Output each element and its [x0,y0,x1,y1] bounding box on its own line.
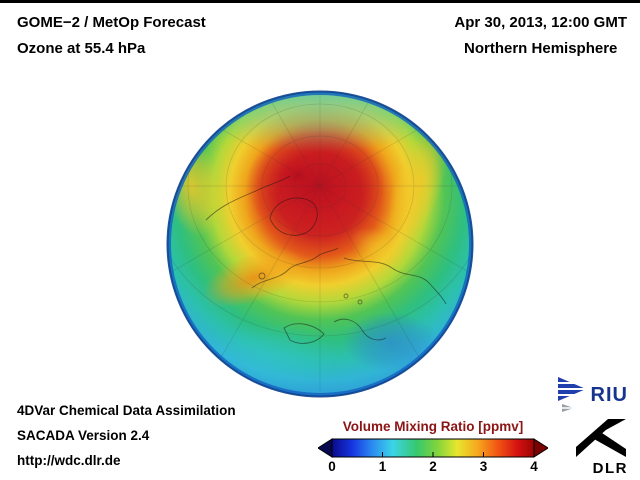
colorbar-title: Volume Mixing Ratio [ppmv] [342,419,524,434]
ozone-globe-map [166,90,474,398]
dlr-emblem-icon [576,419,626,457]
globe-svg [166,90,474,398]
tick-label-1: 1 [378,459,387,474]
colorbar-tick-marks [382,452,484,457]
riu-triangle-icon [557,377,586,412]
datetime-label: Apr 30, 2013, 12:00 GMT [454,14,627,31]
product-title: GOME−2 / MetOp Forecast [17,14,206,31]
tick-label-3: 3 [479,459,488,474]
header-left: GOME−2 / MetOp Forecast Ozone at 55.4 hP… [17,10,206,62]
tick-label-2: 2 [429,459,437,474]
globe-limb-outer [166,90,474,398]
colorbar-block: Volume Mixing Ratio [ppmv] 0 1 2 3 4 [318,419,548,475]
tick-label-0: 0 [328,459,336,474]
region-label: Northern Hemisphere [464,40,618,57]
dlr-logo: DLR [574,417,628,477]
riu-wordmark: RIU [590,384,628,406]
url-label: http://wdc.dlr.de [17,453,121,468]
version-label: SACADA Version 2.4 [17,428,150,443]
footer-credits: 4DVar Chemical Data Assimilation SACADA … [17,398,236,473]
assimilation-label: 4DVar Chemical Data Assimilation [17,403,236,418]
top-border-line [0,0,640,3]
dlr-wordmark: DLR [592,460,628,477]
tick-label-4: 4 [530,459,538,474]
riu-logo: RIU [557,377,628,413]
southeast-blue-patch [343,312,439,372]
header-right: Apr 30, 2013, 12:00 GMT Northern Hemisph… [454,10,627,62]
east-yellow-streak [388,126,448,246]
colorbar-right-arrow [533,438,548,458]
globe-limb-inner [168,92,472,396]
pressure-level-label: Ozone at 55.4 hPa [17,40,146,57]
colorbar-tick-labels: 0 1 2 3 4 [318,459,548,475]
colorbar [318,438,548,458]
colorbar-left-arrow [318,438,333,458]
coastlines [205,175,447,344]
orange-crescent [202,248,306,308]
